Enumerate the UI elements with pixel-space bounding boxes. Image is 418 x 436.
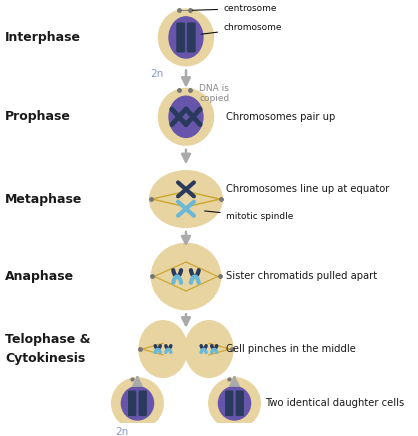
FancyBboxPatch shape [139,391,147,416]
Text: chromosome: chromosome [201,23,282,34]
Ellipse shape [218,386,251,421]
Ellipse shape [151,242,221,310]
Text: DNA is
copied: DNA is copied [199,84,229,103]
Text: centrosome: centrosome [192,4,277,13]
FancyBboxPatch shape [128,391,136,416]
Text: mitotic spindle: mitotic spindle [205,211,293,221]
Text: Cytokinesis: Cytokinesis [5,352,85,365]
Ellipse shape [208,377,261,429]
Text: Two identical daughter cells: Two identical daughter cells [265,398,405,408]
Text: Cell pinches in the middle: Cell pinches in the middle [226,344,356,354]
Ellipse shape [168,16,204,59]
Ellipse shape [149,170,223,228]
FancyBboxPatch shape [176,23,185,52]
Text: Metaphase: Metaphase [5,193,82,205]
FancyBboxPatch shape [187,23,196,52]
Text: 2n: 2n [115,427,129,436]
Text: Interphase: Interphase [5,31,81,44]
Text: Chromosomes line up at equator: Chromosomes line up at equator [226,184,389,194]
Text: Sister chromatids pulled apart: Sister chromatids pulled apart [226,272,377,282]
Ellipse shape [111,377,164,429]
Ellipse shape [138,320,188,378]
Ellipse shape [184,320,234,378]
FancyBboxPatch shape [225,391,233,416]
Text: Anaphase: Anaphase [5,270,74,283]
Ellipse shape [158,8,214,67]
Ellipse shape [121,386,154,421]
FancyBboxPatch shape [236,391,244,416]
Ellipse shape [158,88,214,146]
Ellipse shape [168,95,204,138]
Text: 2n: 2n [151,69,164,79]
Text: Telophase &: Telophase & [5,333,91,346]
Text: Prophase: Prophase [5,110,71,123]
Text: Chromosomes pair up: Chromosomes pair up [226,112,335,122]
